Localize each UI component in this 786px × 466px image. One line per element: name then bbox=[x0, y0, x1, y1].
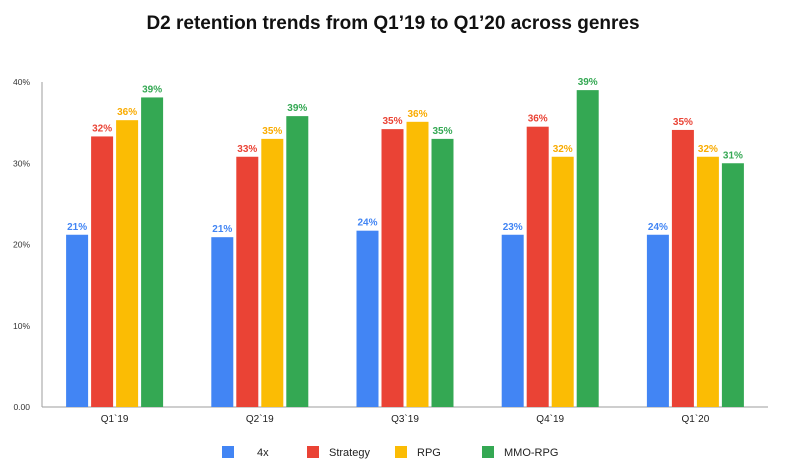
bar-mmo-rpg-1 bbox=[141, 97, 164, 407]
data-label: 39% bbox=[578, 77, 598, 88]
x-tick-label: Q4`19 bbox=[536, 413, 564, 425]
data-label: 39% bbox=[142, 84, 162, 95]
bar-rpg-4 bbox=[551, 156, 574, 407]
legend-label: MMO-RPG bbox=[504, 447, 558, 459]
y-tick-label: 40% bbox=[13, 77, 30, 87]
legend-swatch bbox=[395, 446, 407, 458]
bar-strategy-3 bbox=[381, 129, 404, 407]
data-label: 24% bbox=[357, 218, 377, 229]
data-label: 32% bbox=[553, 144, 573, 155]
legend-label: Strategy bbox=[329, 447, 370, 459]
bar-4x-1 bbox=[66, 234, 89, 407]
data-label: 35% bbox=[432, 126, 452, 137]
data-label: 35% bbox=[382, 116, 402, 127]
legend-label: RPG bbox=[417, 447, 441, 459]
y-tick-label: 20% bbox=[13, 240, 30, 250]
bar-rpg-5 bbox=[696, 156, 719, 407]
x-tick-label: Q1`20 bbox=[682, 413, 710, 425]
chart-title: D2 retention trends from Q1’19 to Q1’20 … bbox=[146, 13, 639, 34]
data-label: 33% bbox=[237, 144, 257, 155]
bar-4x-4 bbox=[501, 234, 524, 407]
chart-axes: 0.00 10% 20% 30% 40% Q1`19 Q2`19 Q3`19 Q4`19 Q1`2… bbox=[13, 77, 768, 425]
bar-mmo-rpg-3 bbox=[431, 138, 454, 407]
bar-rpg-2 bbox=[261, 138, 284, 407]
data-label: 36% bbox=[528, 114, 548, 125]
bar-mmo-rpg-5 bbox=[721, 163, 744, 407]
bar-4x-5 bbox=[646, 234, 669, 407]
bar-rpg-3 bbox=[406, 121, 429, 407]
bar-mmo-rpg-4 bbox=[576, 90, 599, 407]
data-label: 31% bbox=[723, 150, 743, 161]
data-label: 24% bbox=[648, 222, 668, 233]
bar-4x-3 bbox=[356, 230, 379, 407]
chart-legend: 4x Strategy RPG MMO-RPG bbox=[222, 446, 558, 459]
data-label: 36% bbox=[117, 107, 137, 118]
bar-strategy-5 bbox=[671, 129, 694, 407]
data-label: 35% bbox=[673, 117, 693, 128]
x-tick-label: Q3`19 bbox=[391, 413, 419, 425]
chart-bars: 21% 32% 36% 39% 21% 33% 35% 39% 24% 35% 36% 35% 23% 3… bbox=[66, 77, 744, 407]
bar-mmo-rpg-2 bbox=[286, 116, 309, 407]
y-tick-label: 30% bbox=[13, 158, 30, 168]
data-label: 21% bbox=[212, 224, 232, 235]
x-tick-label: Q1`19 bbox=[101, 413, 129, 425]
data-label: 36% bbox=[407, 109, 427, 120]
bar-strategy-1 bbox=[91, 136, 114, 407]
legend-label: 4x bbox=[257, 447, 269, 459]
data-label: 35% bbox=[262, 126, 282, 137]
legend-swatch bbox=[222, 446, 234, 458]
legend-swatch bbox=[307, 446, 319, 458]
bar-4x-2 bbox=[211, 237, 234, 407]
data-label: 21% bbox=[67, 222, 87, 233]
y-tick-label: 0.00 bbox=[13, 402, 30, 412]
bar-rpg-1 bbox=[116, 120, 139, 407]
data-label: 23% bbox=[503, 222, 523, 233]
y-tick-label: 10% bbox=[13, 321, 30, 331]
bar-strategy-2 bbox=[236, 156, 259, 407]
legend-swatch bbox=[482, 446, 494, 458]
x-tick-label: Q2`19 bbox=[246, 413, 274, 425]
data-label: 32% bbox=[92, 123, 112, 134]
data-label: 32% bbox=[698, 144, 718, 155]
bar-strategy-4 bbox=[526, 126, 549, 407]
data-label: 39% bbox=[287, 103, 307, 114]
